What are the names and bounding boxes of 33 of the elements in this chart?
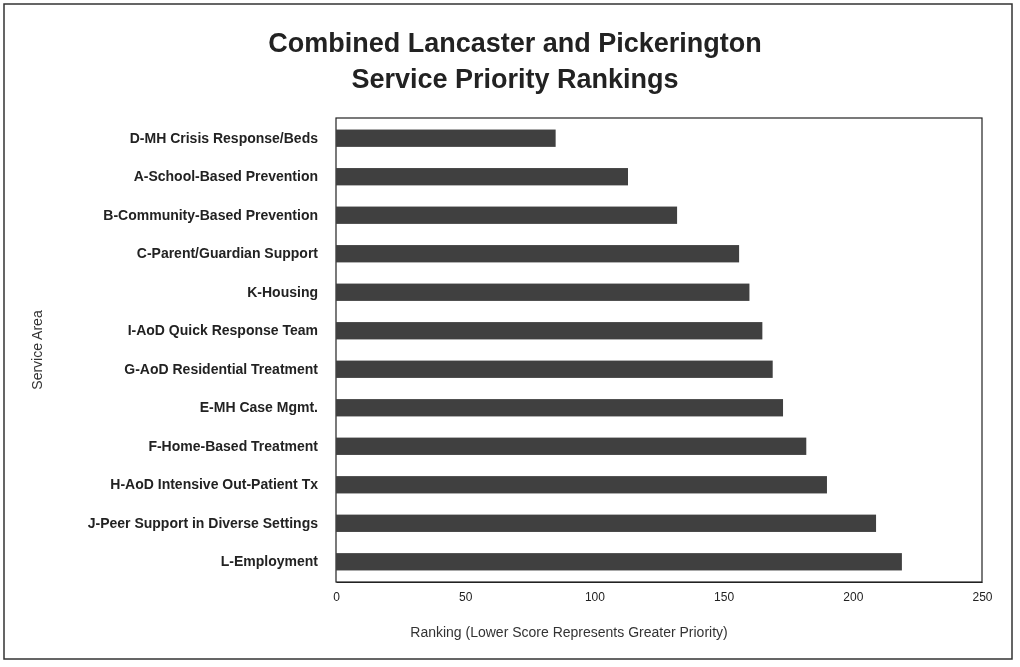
bar: [336, 360, 773, 378]
bar: [336, 322, 763, 340]
x-tick-label: 0: [333, 589, 341, 604]
y-tick-label: E-MH Case Mgmt.: [199, 399, 318, 416]
bar: [336, 476, 827, 494]
bar: [336, 399, 784, 417]
bar: [336, 129, 556, 147]
y-tick-label: F-Home-Based Treatment: [148, 437, 319, 454]
y-tick-label: I-AoD Quick Response Team: [127, 322, 318, 339]
y-tick-label: K-Housing: [247, 283, 318, 300]
x-axis-title: Ranking (Lower Score Represents Greater Priority): [410, 624, 728, 640]
y-tick-label: G-AoD Residential Treatment: [124, 360, 319, 377]
y-tick-label: H-AoD Intensive Out-Patient Tx: [110, 476, 319, 493]
y-tick-label: A-School-Based Prevention: [133, 168, 318, 185]
y-tick-label: C-Parent/Guardian Support: [136, 245, 319, 262]
bar: [336, 245, 740, 263]
x-tick-label: 250: [972, 589, 993, 604]
y-tick-label: B-Community-Based Prevention: [103, 206, 318, 223]
y-axis-title: Service Area: [29, 310, 45, 390]
y-tick-label: L-Employment: [220, 553, 319, 570]
x-tick-label: 100: [584, 589, 606, 604]
x-tick-label: 200: [843, 589, 864, 604]
bar: [336, 553, 902, 571]
x-tick-label: 50: [459, 589, 473, 604]
bar: [336, 437, 807, 455]
chart-title: Combined Lancaster and Pickerington Service Priority Rankings: [268, 28, 762, 94]
bar: [336, 514, 877, 532]
bar: [336, 168, 628, 186]
bar: [336, 283, 750, 301]
bar: [336, 206, 678, 224]
y-tick-label: J-Peer Support in Diverse Settings: [87, 514, 319, 531]
y-tick-label: D-MH Crisis Response/Beds: [129, 129, 319, 146]
x-tick-label: 150: [714, 589, 735, 604]
